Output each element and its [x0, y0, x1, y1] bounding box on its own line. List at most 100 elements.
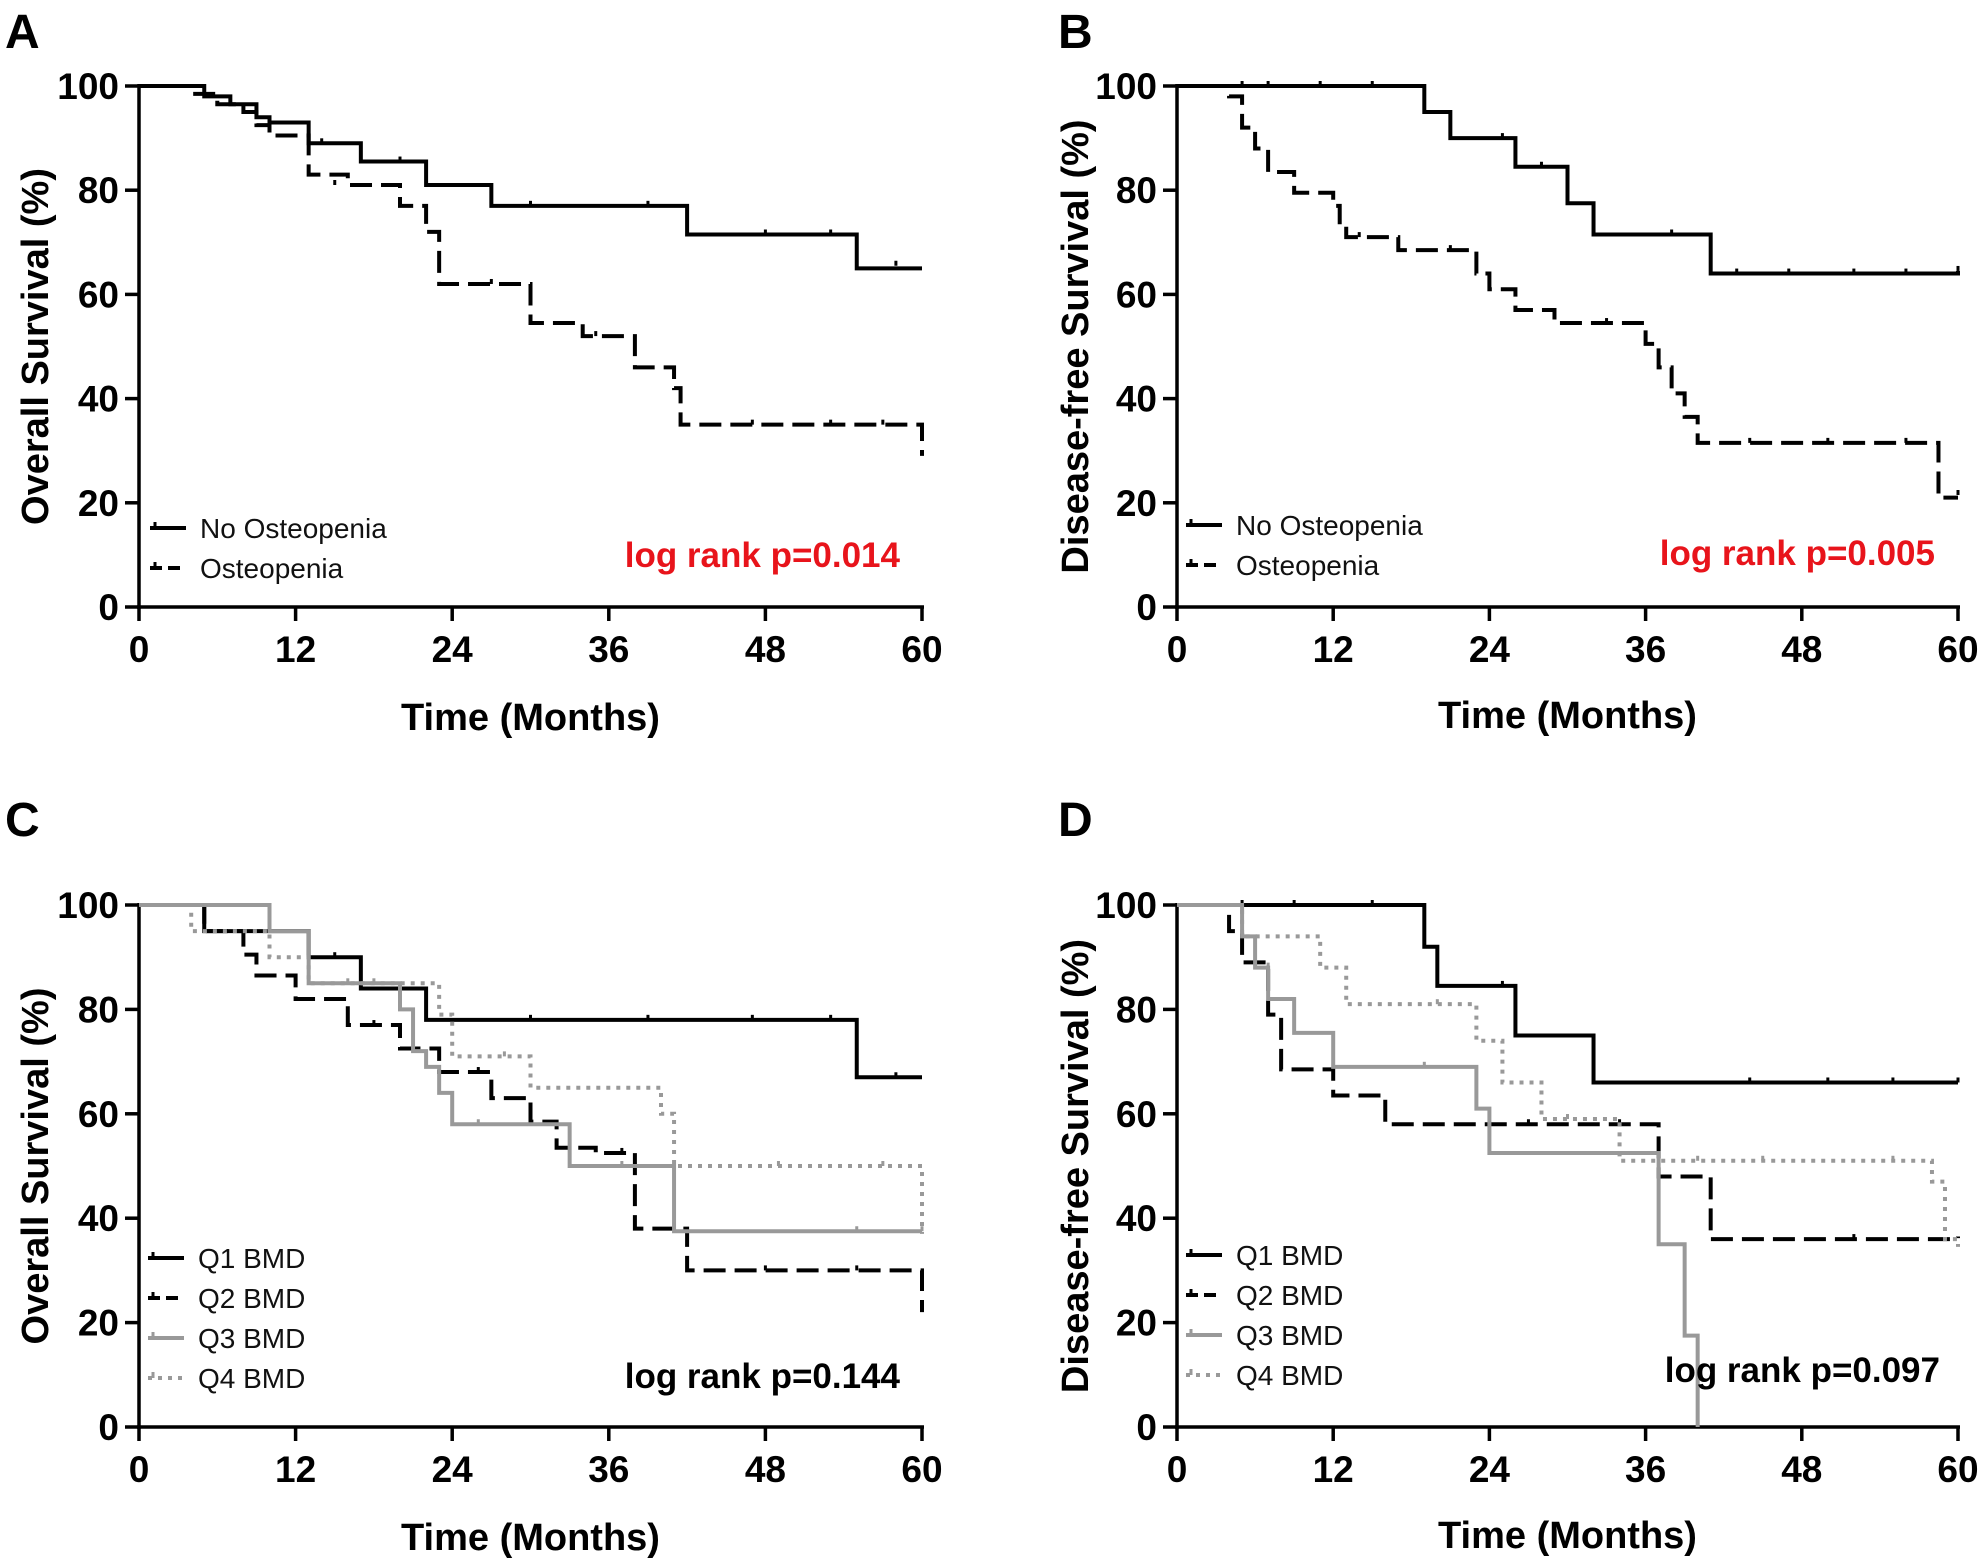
- legend-label: Q4 BMD: [1236, 1360, 1343, 1391]
- legend-label: No Osteopenia: [1236, 510, 1423, 541]
- y-tick-label: 80: [78, 170, 119, 211]
- log-rank-p-value: log rank p=0.005: [1660, 534, 1935, 573]
- y-tick-label: 0: [98, 1407, 119, 1448]
- x-tick-label: 0: [129, 629, 150, 670]
- y-tick-label: 60: [1116, 1094, 1157, 1135]
- series-q4-bmd: [139, 903, 924, 1234]
- x-axis-title: Time (Months): [401, 1517, 660, 1559]
- survival-curve: [1177, 84, 1958, 500]
- panel-d: D 0 20 40 60 80 100 0 12 24 36 48 60 Time (Months) Dis…: [1055, 794, 1979, 1557]
- y-tick-label: 40: [78, 379, 119, 420]
- y-tick-label: 20: [1116, 1303, 1157, 1344]
- survival-curve: [139, 903, 922, 1234]
- y-tick-label: 100: [1095, 885, 1157, 926]
- panel-a: A 0 20 40 60 80 100 0 12 24 36 48 60 Time (Months) Ove…: [5, 6, 943, 739]
- legend-label: Q1 BMD: [198, 1243, 305, 1274]
- x-tick-label: 60: [901, 629, 942, 670]
- legend: Q1 BMD Q2 BMD Q3 BMD Q4 BMD: [148, 1243, 305, 1394]
- panel-letter: B: [1058, 6, 1093, 59]
- series-no-osteopenia: [1177, 81, 1960, 276]
- x-tick-label: 0: [1167, 1449, 1188, 1490]
- survival-curve: [1177, 903, 1958, 1085]
- y-tick-label: 100: [57, 66, 119, 107]
- legend-label: Osteopenia: [1236, 550, 1380, 581]
- x-axis-title: Time (Months): [1438, 1515, 1697, 1557]
- x-tick-label: 0: [1167, 629, 1188, 670]
- legend: No Osteopenia Osteopenia: [1186, 510, 1423, 581]
- y-tick-label: 80: [1116, 170, 1157, 211]
- y-tick-label: 80: [1116, 989, 1157, 1030]
- y-tick-label: 20: [78, 483, 119, 524]
- y-axis-title: Overall Survival (%): [15, 988, 57, 1345]
- y-axis-title: Overall Survival (%): [15, 168, 57, 525]
- legend-label: Q4 BMD: [198, 1363, 305, 1394]
- y-tick-label: 40: [1116, 379, 1157, 420]
- series-q3-bmd: [1177, 903, 1700, 1427]
- y-tick-label: 20: [78, 1303, 119, 1344]
- panel-b: B 0 20 40 60 80 100 0 12 24 36 48 60 Time (Months) Dis…: [1055, 6, 1979, 737]
- survival-curve: [139, 903, 924, 1234]
- y-tick-label: 80: [78, 989, 119, 1030]
- survival-curve: [139, 903, 922, 1080]
- x-tick-label: 36: [1625, 1449, 1666, 1490]
- legend-label: Q1 BMD: [1236, 1240, 1343, 1271]
- series-osteopenia: [139, 84, 924, 456]
- y-tick-label: 40: [78, 1198, 119, 1239]
- legend-label: Q2 BMD: [198, 1283, 305, 1314]
- x-tick-label: 0: [129, 1449, 150, 1490]
- legend-label: Osteopenia: [200, 553, 344, 584]
- x-tick-label: 12: [275, 1449, 316, 1490]
- log-rank-p-value: log rank p=0.097: [1665, 1351, 1940, 1390]
- x-axis-title: Time (Months): [1438, 695, 1697, 737]
- survival-curve: [1177, 903, 1960, 1242]
- y-tick-label: 100: [57, 885, 119, 926]
- panel-letter: D: [1058, 794, 1093, 847]
- x-tick-label: 12: [275, 629, 316, 670]
- y-tick-label: 60: [1116, 274, 1157, 315]
- x-tick-label: 60: [901, 1449, 942, 1490]
- panel-letter: A: [5, 6, 40, 59]
- x-axis-title: Time (Months): [401, 697, 660, 739]
- series-q3-bmd: [139, 903, 924, 1234]
- y-tick-label: 60: [78, 274, 119, 315]
- x-tick-label: 24: [1469, 1449, 1511, 1490]
- legend: Q1 BMD Q2 BMD Q3 BMD Q4 BMD: [1186, 1240, 1343, 1391]
- y-axis-title: Disease-free Survival (%): [1055, 939, 1097, 1393]
- x-tick-label: 36: [588, 1449, 629, 1490]
- x-tick-label: 48: [1781, 629, 1822, 670]
- survival-curve: [139, 84, 924, 456]
- survival-curve: [1177, 84, 1960, 276]
- panel-letter: C: [5, 794, 40, 847]
- y-tick-label: 0: [1136, 587, 1157, 628]
- series-no-osteopenia: [139, 84, 922, 271]
- survival-curve: [1177, 903, 1700, 1427]
- x-tick-label: 48: [1781, 1449, 1822, 1490]
- x-tick-label: 24: [432, 629, 474, 670]
- panel-c: C 0 20 40 60 80 100 0 12 24 36 48 60 Time (Months) Ove…: [5, 794, 943, 1559]
- survival-curve: [139, 84, 922, 271]
- x-tick-label: 36: [1625, 629, 1666, 670]
- y-axis-title: Disease-free Survival (%): [1055, 119, 1097, 573]
- y-tick-label: 0: [98, 587, 119, 628]
- series-osteopenia: [1177, 84, 1960, 500]
- x-tick-label: 12: [1313, 629, 1354, 670]
- legend-label: No Osteopenia: [200, 513, 387, 544]
- series-q1-bmd: [1177, 900, 1960, 1085]
- y-tick-label: 40: [1116, 1198, 1157, 1239]
- legend-label: Q2 BMD: [1236, 1280, 1343, 1311]
- series-q4-bmd: [1177, 903, 1960, 1247]
- legend-label: Q3 BMD: [198, 1323, 305, 1354]
- x-tick-label: 60: [1937, 629, 1978, 670]
- x-tick-label: 60: [1937, 1449, 1978, 1490]
- x-tick-label: 48: [745, 1449, 786, 1490]
- legend-label: Q3 BMD: [1236, 1320, 1343, 1351]
- survival-curve: [1177, 903, 1960, 1247]
- x-tick-label: 48: [745, 629, 786, 670]
- series-q1-bmd: [139, 903, 922, 1080]
- x-tick-label: 12: [1313, 1449, 1354, 1490]
- x-tick-label: 24: [432, 1449, 474, 1490]
- log-rank-p-value: log rank p=0.144: [625, 1357, 901, 1396]
- log-rank-p-value: log rank p=0.014: [625, 536, 901, 575]
- y-tick-label: 100: [1095, 66, 1157, 107]
